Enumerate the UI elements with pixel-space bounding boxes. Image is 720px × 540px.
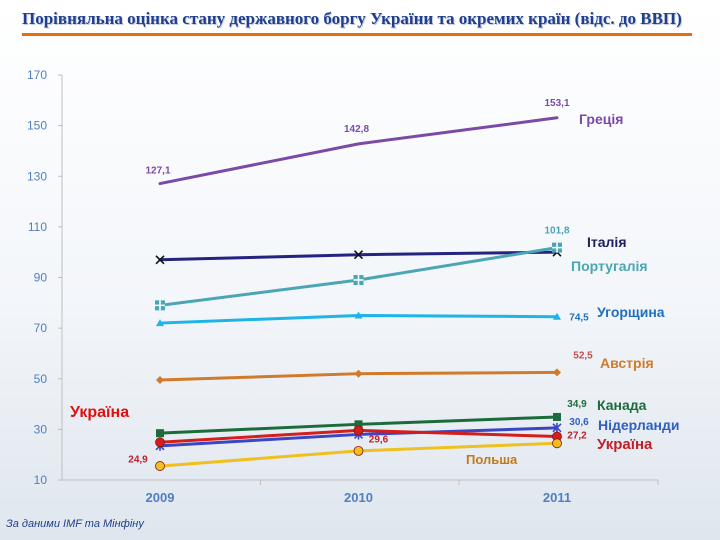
data-point — [354, 420, 363, 429]
y-tick-label: 110 — [28, 220, 47, 234]
series-line — [158, 116, 559, 186]
data-point — [155, 437, 165, 448]
y-tick-label: 30 — [34, 422, 48, 436]
series-name-ukraine: Україна — [597, 436, 653, 453]
data-label: 127,1 — [145, 166, 170, 177]
data-point — [354, 311, 363, 319]
data-label: 52,5 — [573, 350, 593, 361]
chart-data-labels: 127,1 142,8 153,1 101,8 74,5 52,5 34,9 30,6 24,9… — [128, 98, 593, 466]
series-5 — [156, 412, 561, 438]
series-name-italy: Італія — [587, 234, 626, 250]
data-point — [353, 425, 364, 436]
y-tick-label: 170 — [27, 68, 47, 82]
data-label: 30,6 — [569, 417, 589, 428]
y-tick-label: 70 — [34, 321, 48, 335]
y-tick-label: 10 — [34, 473, 48, 487]
data-label: 74,5 — [569, 313, 589, 324]
data-point — [156, 429, 164, 438]
data-point — [353, 445, 364, 456]
data-point — [552, 438, 562, 449]
data-point — [354, 369, 363, 378]
series-name-austria: Австрія — [600, 355, 654, 371]
title-divider — [22, 33, 692, 36]
series-8 — [155, 438, 562, 471]
debt-line-chart: 10 30 50 70 90 110 130 150 170 2009 2010 2011 127,1… — [27, 68, 680, 505]
data-point — [552, 422, 562, 433]
data-label: 101,8 — [544, 226, 569, 237]
series-2 — [155, 242, 562, 311]
data-label: 27,2 — [567, 430, 587, 441]
series-4 — [156, 368, 561, 385]
page-title: Порівняльна оцінка стану державного борг… — [22, 9, 682, 28]
y-tick-label: 90 — [34, 271, 48, 285]
data-label: 142,8 — [344, 124, 369, 135]
y-tick-label: 130 — [27, 169, 47, 183]
series-3 — [156, 311, 561, 327]
data-point — [353, 250, 364, 260]
x-tick-label: 2009 — [146, 490, 175, 505]
x-tick-label: 2010 — [344, 490, 373, 505]
data-label: 153,1 — [544, 98, 569, 109]
series-name-poland: Польша — [466, 452, 518, 467]
data-point-cross — [353, 275, 364, 286]
data-point — [156, 319, 164, 327]
data-point — [155, 255, 165, 265]
data-point-cross — [552, 242, 562, 253]
series-7 — [155, 425, 562, 448]
x-tick-label: 2011 — [543, 490, 571, 505]
series-name-greece: Греція — [579, 111, 623, 127]
data-label: 29,6 — [369, 434, 389, 445]
y-tick-label: 50 — [34, 372, 48, 386]
chart-series-names: Греція Італія Португалія Угорщина Австрі… — [70, 111, 680, 467]
data-point — [156, 376, 164, 385]
series-name-hungary: Угорщина — [597, 304, 665, 320]
series-0 — [158, 116, 559, 186]
data-label: 34,9 — [567, 399, 587, 410]
annotation-ukraine: Україна — [70, 404, 129, 421]
data-label: 24,9 — [128, 454, 148, 465]
data-point — [155, 461, 165, 471]
series-name-portugal: Португалія — [571, 258, 648, 274]
chart-axes: 10 30 50 70 90 110 130 150 170 2009 2010 2011 — [27, 68, 659, 505]
data-point — [553, 412, 561, 421]
data-point — [553, 368, 561, 377]
data-point — [553, 312, 561, 320]
series-name-canada: Канада — [597, 397, 647, 413]
chart-series — [155, 116, 562, 471]
data-point-cross — [155, 300, 165, 311]
series-name-netherlands: Нідерланди — [598, 417, 680, 433]
source-footnote: За даними IMF та Мінфіну — [6, 518, 144, 530]
y-tick-label: 150 — [27, 119, 47, 133]
